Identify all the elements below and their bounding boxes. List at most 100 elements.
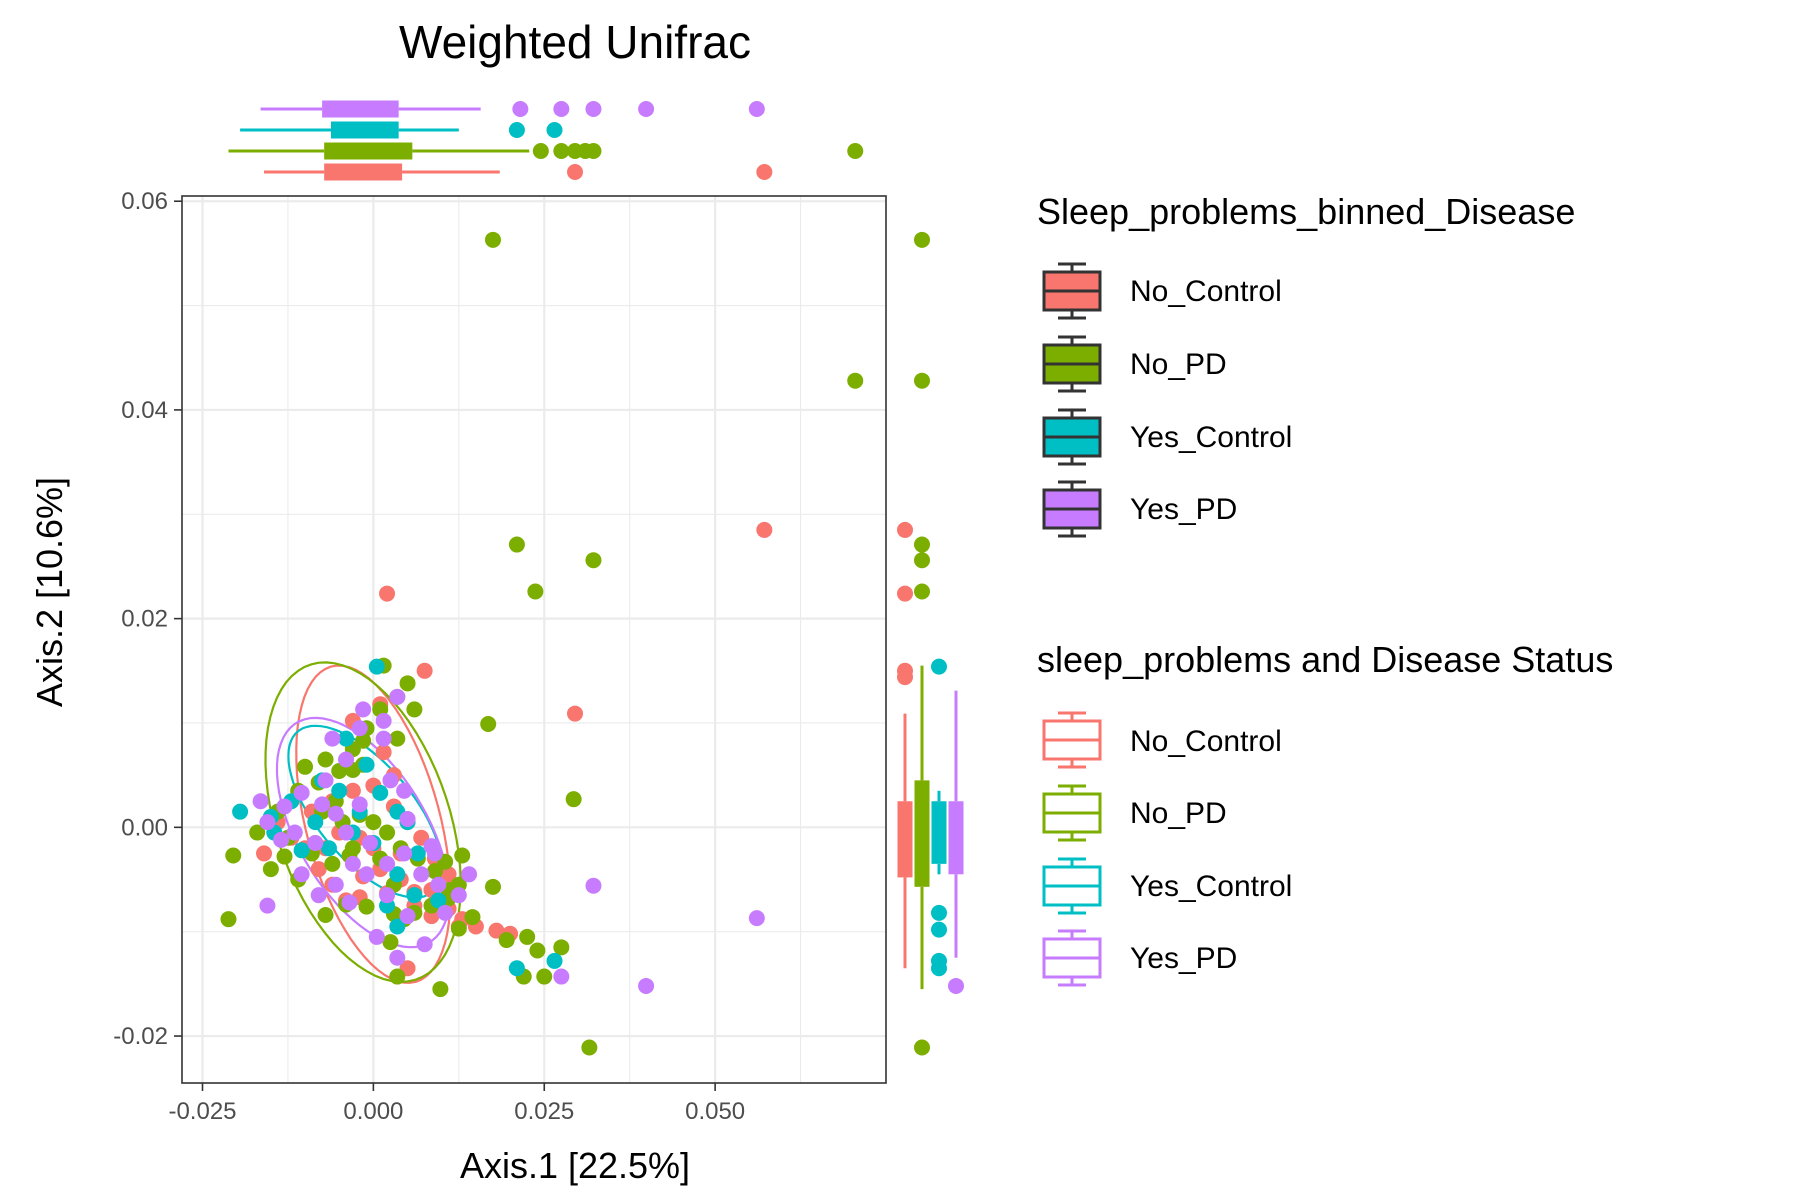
top-outlier-yes-pd [512, 101, 529, 117]
point-yes-pd [426, 845, 443, 862]
point-no-pd [358, 898, 375, 915]
point-yes-pd [358, 866, 375, 883]
top-box-no-pd [324, 142, 413, 160]
y-tick-label: 0.00 [121, 814, 168, 841]
point-yes-control [546, 952, 563, 969]
point-yes-pd [252, 793, 269, 810]
y-axis-ticks: -0.02 0.00 0.02 0.04 0.06 [113, 188, 182, 1050]
point-no-pd [529, 942, 546, 959]
point-no-pd [262, 861, 279, 878]
fill-legend-key-no-control [1042, 262, 1102, 320]
point-yes-pd [389, 949, 406, 966]
fill-legend-label-no-control: No_Control [1130, 275, 1282, 308]
point-no-pd [406, 701, 423, 718]
point-no-control [310, 861, 327, 878]
right-outlier-yes-control [931, 921, 947, 938]
point-yes-pd [399, 810, 416, 827]
point-yes-pd [399, 908, 416, 925]
point-yes-pd [338, 751, 355, 768]
fill-legend-keys [1042, 262, 1102, 538]
point-yes-pd [553, 968, 570, 985]
right-box-no-control [897, 801, 913, 878]
x-tick-label: 0.000 [343, 1098, 403, 1125]
right-outlier-yes-control [931, 904, 947, 921]
point-yes-pd [748, 910, 765, 927]
x-tick-label: 0.025 [514, 1098, 574, 1125]
point-yes-pd [314, 796, 331, 813]
x-tick-label: -0.025 [168, 1098, 236, 1125]
point-no-pd [484, 231, 501, 248]
point-yes-pd [310, 887, 327, 904]
fill-legend-label-yes-pd: Yes_PD [1130, 493, 1237, 526]
point-yes-control [508, 960, 525, 977]
point-yes-control [358, 756, 375, 773]
top-box-yes-pd [322, 100, 399, 118]
point-yes-pd [286, 824, 303, 841]
point-yes-pd [276, 798, 293, 815]
point-no-pd [225, 847, 242, 864]
right-outlier-yes-control [931, 952, 947, 969]
point-yes-control [232, 803, 249, 820]
color-legend-label-no-control: No_Control [1130, 725, 1282, 758]
point-yes-control [409, 845, 426, 862]
right-marginal-boxplots [897, 231, 964, 1056]
color-legend-key-no-pd [1042, 784, 1102, 842]
fill-legend-title: Sleep_problems_binned_Disease [1037, 191, 1575, 232]
top-outlier-yes-pd [585, 101, 602, 117]
panel-border [181, 195, 887, 1084]
point-no-pd [498, 932, 515, 949]
point-yes-pd [338, 824, 355, 841]
point-yes-control [338, 730, 355, 747]
point-no-pd [581, 1039, 598, 1056]
point-yes-pd [416, 936, 433, 953]
right-outlier-yes-control [931, 658, 947, 675]
right-outlier-no-control [897, 662, 913, 679]
point-yes-pd [437, 904, 454, 921]
point-yes-pd [413, 866, 430, 883]
point-yes-pd [344, 855, 361, 872]
point-no-pd [480, 716, 497, 733]
top-outlier-yes-control [508, 122, 525, 138]
point-yes-control [389, 918, 406, 935]
point-no-pd [565, 791, 582, 808]
color-legend-label-yes-pd: Yes_PD [1130, 942, 1237, 975]
right-outlier-no-pd [914, 231, 930, 248]
point-yes-control [389, 866, 406, 883]
point-yes-pd [293, 866, 310, 883]
y-tick-label: -0.02 [113, 1023, 168, 1050]
point-no-pd [379, 824, 396, 841]
point-yes-pd [259, 814, 276, 831]
point-no-pd [508, 536, 525, 553]
point-no-control [344, 782, 361, 799]
point-no-pd [324, 855, 341, 872]
point-yes-pd [375, 730, 392, 747]
fill-legend-key-yes-control [1042, 408, 1102, 466]
top-outlier-yes-pd [748, 101, 765, 117]
point-yes-control [320, 840, 337, 857]
right-outlier-no-control [897, 521, 913, 538]
right-box-yes-pd [948, 801, 964, 875]
point-yes-pd [351, 720, 368, 737]
point-yes-pd [351, 796, 368, 813]
point-yes-pd [396, 782, 413, 799]
point-yes-pd [327, 876, 344, 893]
top-outlier-yes-pd [553, 101, 570, 117]
point-no-pd [519, 928, 536, 945]
right-outlier-no-pd [914, 536, 930, 553]
y-tick-label: 0.06 [121, 188, 168, 215]
point-no-pd [355, 732, 372, 749]
point-yes-pd [327, 805, 344, 822]
point-yes-control [293, 842, 310, 859]
scatter-points [220, 231, 864, 1056]
point-no-pd [317, 751, 334, 768]
point-yes-pd [307, 834, 324, 851]
x-tick-label: 0.050 [685, 1098, 745, 1125]
point-yes-control [406, 887, 423, 904]
point-yes-pd [382, 772, 399, 789]
color-legend-keys [1042, 711, 1102, 987]
top-outlier-no-control [756, 164, 773, 180]
point-no-pd [249, 824, 266, 841]
point-yes-pd [324, 730, 341, 747]
point-yes-control [372, 784, 389, 801]
point-yes-pd [375, 712, 392, 729]
